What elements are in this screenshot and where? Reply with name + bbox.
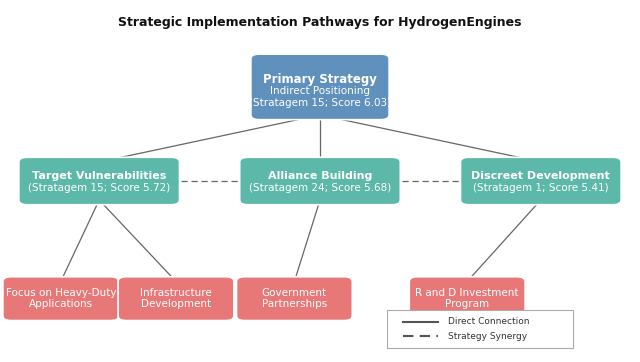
Text: (Stratagem 24; Score 5.68): (Stratagem 24; Score 5.68)	[249, 183, 391, 193]
FancyBboxPatch shape	[3, 277, 119, 321]
Text: Strategy Synergy: Strategy Synergy	[448, 332, 527, 341]
Text: Discreet Development: Discreet Development	[472, 171, 610, 181]
Text: Primary Strategy: Primary Strategy	[263, 73, 377, 86]
Text: Infrastructure
Development: Infrastructure Development	[140, 288, 212, 310]
FancyBboxPatch shape	[251, 54, 389, 120]
FancyBboxPatch shape	[19, 157, 179, 205]
Text: Direct Connection: Direct Connection	[448, 317, 529, 326]
Text: Focus on Heavy-Duty
Applications: Focus on Heavy-Duty Applications	[6, 288, 116, 310]
Text: Strategic Implementation Pathways for HydrogenEngines: Strategic Implementation Pathways for Hy…	[118, 16, 522, 29]
FancyBboxPatch shape	[240, 157, 401, 205]
Text: Indirect Positioning
(Stratagem 15; Score 6.03): Indirect Positioning (Stratagem 15; Scor…	[249, 86, 391, 108]
FancyBboxPatch shape	[387, 310, 573, 348]
FancyBboxPatch shape	[461, 157, 621, 205]
Text: (Stratagem 15; Score 5.72): (Stratagem 15; Score 5.72)	[28, 183, 170, 193]
Text: Target Vulnerabilities: Target Vulnerabilities	[32, 171, 166, 181]
FancyBboxPatch shape	[410, 277, 525, 321]
Text: (Stratagem 1; Score 5.41): (Stratagem 1; Score 5.41)	[473, 183, 609, 193]
Text: Government
Partnerships: Government Partnerships	[262, 288, 327, 310]
FancyBboxPatch shape	[237, 277, 352, 321]
FancyBboxPatch shape	[118, 277, 234, 321]
Text: Alliance Building: Alliance Building	[268, 171, 372, 181]
Text: R and D Investment
Program: R and D Investment Program	[415, 288, 519, 310]
